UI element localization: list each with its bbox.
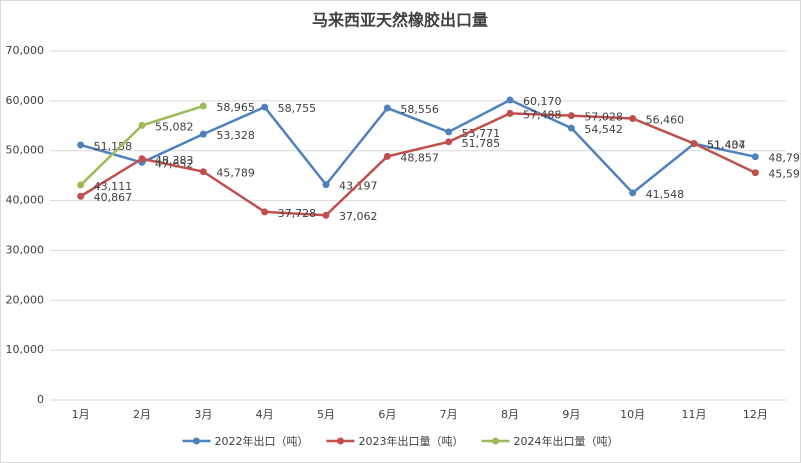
data-point [199, 130, 207, 138]
x-tick-label: 5月 [317, 408, 335, 421]
y-tick-label: 10,000 [6, 343, 45, 356]
x-tick-label: 11月 [682, 408, 707, 421]
data-label: 54,542 [584, 123, 623, 136]
data-point [751, 153, 759, 161]
legend-swatch-dot [492, 437, 499, 445]
data-point [138, 155, 146, 163]
x-tick-label: 12月 [743, 408, 768, 421]
data-label: 40,867 [94, 191, 132, 204]
x-tick-label: 7月 [440, 408, 458, 421]
data-point [629, 189, 637, 197]
legend-label: 2023年出口量（吨） [359, 434, 464, 448]
data-label: 51,785 [462, 137, 501, 150]
data-point [506, 96, 514, 104]
data-label: 51,437 [707, 139, 746, 152]
series-line [80, 112, 756, 217]
x-tick-label: 8月 [501, 408, 519, 421]
y-tick-label: 0 [37, 393, 44, 406]
data-label: 45,591 [768, 168, 801, 181]
data-point [383, 152, 391, 160]
data-label: 51,404 [707, 139, 746, 152]
data-point [383, 104, 391, 112]
data-label: 57,028 [584, 111, 623, 124]
data-label: 53,328 [216, 129, 255, 142]
data-point [445, 138, 453, 146]
y-tick-label: 20,000 [6, 293, 45, 306]
data-point [690, 140, 698, 148]
data-point [322, 211, 330, 219]
data-point [261, 208, 269, 216]
series-line [80, 98, 756, 195]
x-tick-label: 4月 [256, 408, 274, 421]
x-tick-label: 9月 [562, 408, 580, 421]
legend-label: 2024年出口量（吨） [514, 434, 619, 448]
data-point [629, 115, 637, 123]
data-label: 57,488 [523, 108, 562, 121]
data-label: 43,197 [339, 180, 378, 193]
y-tick-label: 40,000 [6, 194, 45, 207]
data-label: 56,460 [646, 114, 685, 127]
legend-swatch-dot [193, 437, 200, 445]
data-point [77, 192, 85, 200]
x-tick-label: 10月 [620, 408, 645, 421]
data-point [751, 169, 759, 177]
data-point [445, 128, 453, 136]
data-point [567, 124, 575, 132]
data-label: 58,755 [278, 102, 317, 115]
data-label: 37,062 [339, 210, 378, 223]
data-point [261, 103, 269, 111]
data-point [77, 141, 85, 149]
data-label: 60,170 [523, 95, 562, 108]
y-tick-label: 60,000 [6, 94, 45, 107]
data-point [567, 112, 575, 120]
chart-title: 马来西亚天然橡胶出口量 [312, 11, 488, 30]
y-tick-label: 30,000 [6, 243, 45, 256]
data-point [506, 109, 514, 117]
data-point [199, 168, 207, 176]
x-tick-label: 2月 [133, 408, 151, 421]
x-tick-label: 3月 [194, 408, 212, 421]
data-point [77, 181, 85, 189]
data-label: 48,383 [155, 154, 194, 167]
x-tick-label: 1月 [72, 408, 90, 421]
data-label: 58,965 [216, 101, 255, 114]
data-label: 43,111 [94, 180, 132, 193]
data-label: 37,728 [278, 207, 317, 220]
data-label: 48,797 [768, 152, 801, 165]
data-point [199, 102, 207, 110]
data-label: 41,548 [646, 188, 685, 201]
data-label: 45,789 [216, 167, 255, 180]
legend-label: 2022年出口（吨） [215, 434, 309, 448]
y-tick-label: 50,000 [6, 144, 45, 157]
data-point [138, 121, 146, 129]
y-tick-label: 70,000 [6, 44, 45, 57]
data-label: 48,857 [400, 151, 439, 164]
data-label: 55,082 [155, 120, 194, 133]
x-tick-label: 6月 [378, 408, 396, 421]
data-label: 58,556 [400, 103, 439, 116]
data-point [322, 181, 330, 189]
legend-swatch-dot [337, 437, 344, 445]
